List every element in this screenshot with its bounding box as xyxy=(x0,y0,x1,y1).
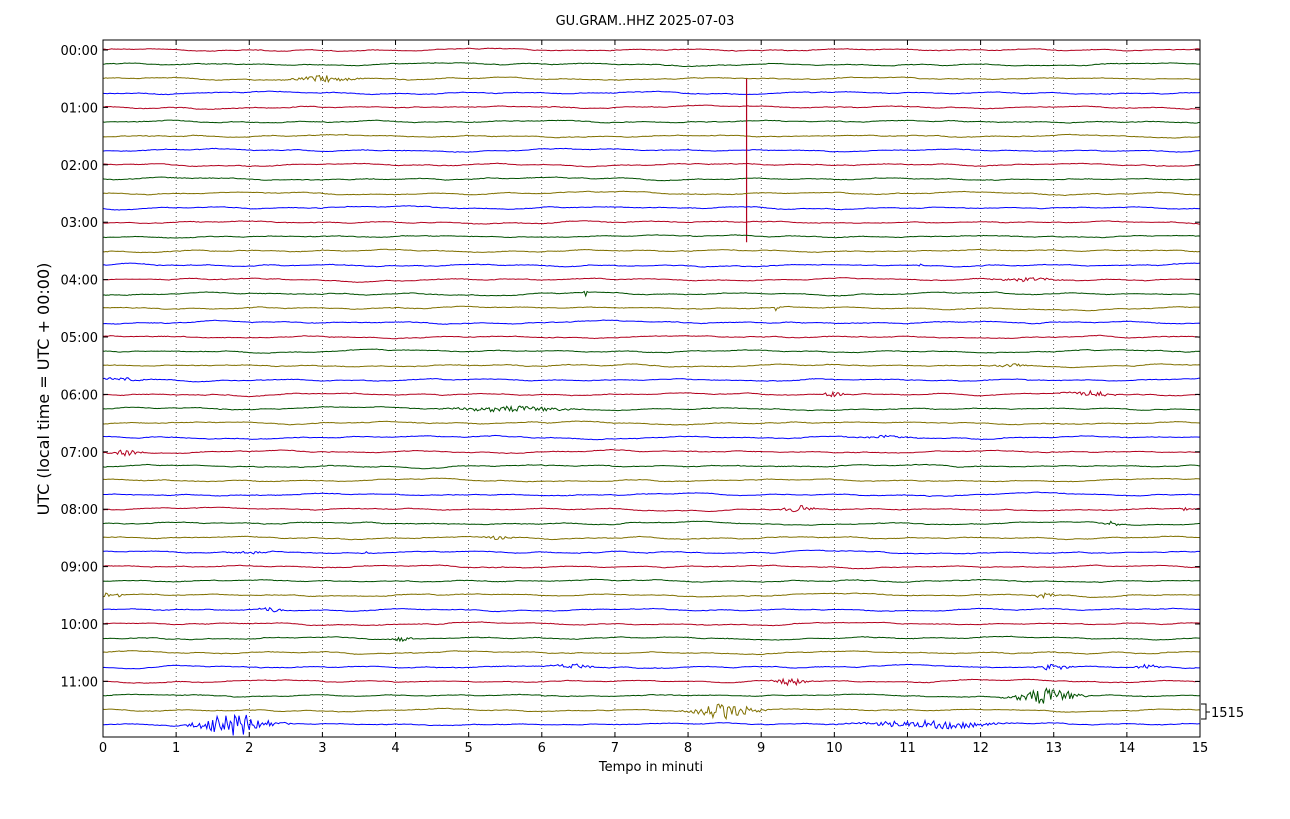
chart-title: GU.GRAM..HHZ 2025-07-03 xyxy=(556,14,735,29)
seismic-trace xyxy=(102,190,1201,197)
x-axis-label: Tempo in minuti xyxy=(598,760,703,775)
y-tick-label: 00:00 xyxy=(61,44,98,59)
seismic-trace xyxy=(102,564,1201,570)
seismic-trace xyxy=(102,404,1200,413)
seismic-trace xyxy=(102,119,1200,124)
seismic-trace xyxy=(102,162,1201,168)
seismic-trace xyxy=(102,276,1201,283)
x-tick-label: 5 xyxy=(465,741,473,756)
y-tick-label: 06:00 xyxy=(61,388,98,403)
x-tick-label: 11 xyxy=(899,741,916,756)
seismic-traces xyxy=(102,47,1201,736)
y-axis-label: UTC (local time = UTC + 00:00) xyxy=(34,263,53,516)
seismic-trace xyxy=(102,635,1200,643)
y-tick-label: 07:00 xyxy=(61,446,98,461)
x-tick-label: 13 xyxy=(1045,741,1062,756)
seismic-trace xyxy=(102,621,1200,627)
scale-bar: 1515 xyxy=(1201,703,1244,721)
y-tick-label: 03:00 xyxy=(61,216,98,231)
x-tick-label: 2 xyxy=(245,741,253,756)
x-tick-label: 12 xyxy=(972,741,989,756)
seismic-trace xyxy=(102,290,1200,298)
seismic-trace xyxy=(102,389,1201,398)
seismic-trace xyxy=(103,104,1201,110)
grid-lines xyxy=(175,40,1128,737)
seismic-trace xyxy=(102,377,1201,383)
seismic-trace xyxy=(102,520,1200,527)
x-tick-label: 8 xyxy=(684,741,692,756)
seismic-trace xyxy=(102,363,1201,369)
plot-frame xyxy=(102,39,1201,738)
seismic-trace xyxy=(102,420,1201,426)
seismic-trace xyxy=(102,305,1201,312)
x-tick-label: 9 xyxy=(757,741,765,756)
seismic-trace xyxy=(102,234,1201,239)
x-tick-label: 7 xyxy=(611,741,619,756)
seismic-trace xyxy=(102,663,1200,671)
x-tick-label: 6 xyxy=(538,741,546,756)
y-tick-label: 09:00 xyxy=(61,561,98,576)
x-tick-label: 4 xyxy=(391,741,399,756)
x-tick-label: 14 xyxy=(1119,741,1136,756)
y-tick-label: 05:00 xyxy=(61,331,98,346)
seismic-trace xyxy=(102,220,1201,225)
y-tick-label: 04:00 xyxy=(61,274,98,289)
x-tick-label: 10 xyxy=(826,741,843,756)
plot-area xyxy=(102,39,1201,738)
x-tick-label: 0 xyxy=(99,741,107,756)
seismic-trace xyxy=(102,90,1201,96)
seismic-trace xyxy=(102,592,1201,599)
seismic-trace xyxy=(102,606,1201,613)
seismic-trace xyxy=(103,434,1201,441)
seismic-trace xyxy=(102,147,1201,153)
seismic-trace xyxy=(102,650,1201,656)
seismic-trace xyxy=(102,448,1200,457)
seismic-trace xyxy=(102,348,1201,354)
seismic-trace xyxy=(102,133,1200,139)
seismic-trace xyxy=(102,703,1201,721)
seismic-trace xyxy=(102,262,1201,268)
x-axis: 0 1 2 3 4 5 6 7 8 9 10 11 12 13 14 15 xyxy=(99,40,1208,756)
y-tick-label: 01:00 xyxy=(61,101,98,116)
seismic-trace xyxy=(102,463,1201,470)
seismic-trace xyxy=(102,505,1201,513)
seismic-trace xyxy=(102,176,1201,182)
seismic-trace xyxy=(102,334,1200,340)
seismic-trace xyxy=(102,47,1201,52)
seismic-trace xyxy=(102,677,1201,687)
y-axis: 00:00 01:00 02:00 03:00 04:00 05:00 06:00 07:00… xyxy=(61,44,1200,690)
seismic-trace xyxy=(102,74,1201,84)
seismic-trace xyxy=(102,248,1200,254)
x-tick-label: 15 xyxy=(1192,741,1209,756)
y-tick-label: 08:00 xyxy=(61,503,98,518)
seismic-trace xyxy=(102,319,1201,325)
seismic-trace xyxy=(102,205,1201,211)
y-tick-label: 11:00 xyxy=(61,675,98,690)
x-tick-label: 3 xyxy=(318,741,326,756)
seismic-trace xyxy=(102,535,1201,541)
scale-label: 1515 xyxy=(1211,706,1244,721)
seismic-trace xyxy=(102,687,1201,704)
y-tick-label: 10:00 xyxy=(61,618,98,633)
seismic-trace xyxy=(102,578,1201,583)
seismic-trace xyxy=(102,477,1201,483)
seismic-trace xyxy=(103,713,1201,736)
seismic-trace xyxy=(103,549,1201,555)
y-tick-label: 02:00 xyxy=(61,159,98,174)
seismic-trace xyxy=(102,62,1201,67)
x-tick-label: 1 xyxy=(172,741,180,756)
seismic-trace xyxy=(103,491,1201,498)
scale-bracket xyxy=(1201,703,1210,720)
